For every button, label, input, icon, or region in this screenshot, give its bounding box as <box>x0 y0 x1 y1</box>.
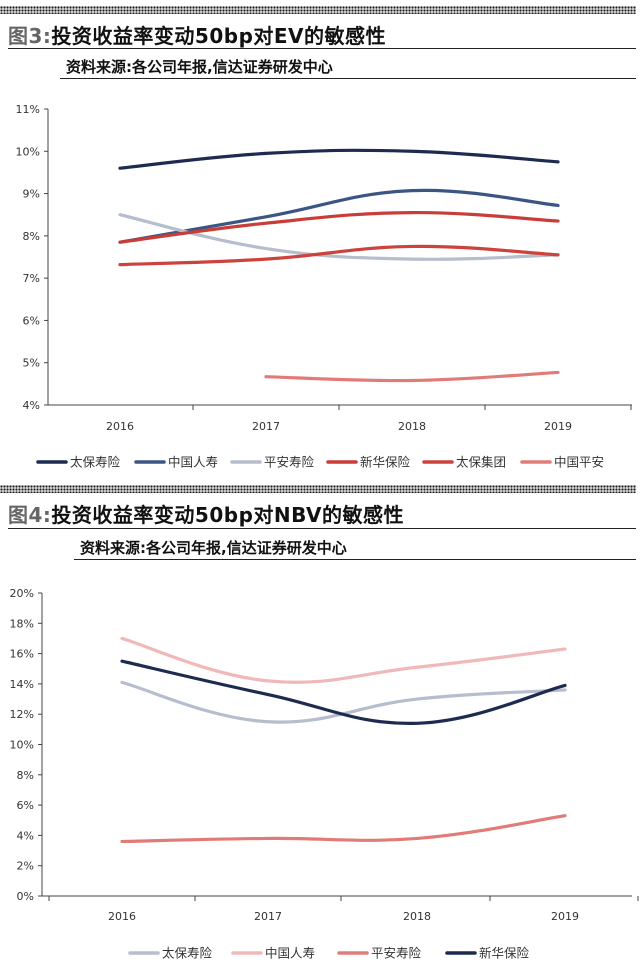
figure-ev-sensitivity: 图3:投资收益率变动50bp对EV的敏感性 资料来源:各公司年报,信达证券研发中… <box>0 0 640 480</box>
x-tick-label: 2016 <box>106 420 134 433</box>
x-tick-label: 2017 <box>254 910 282 923</box>
series-line-2 <box>120 636 567 684</box>
x-tick-label: 2018 <box>398 420 426 433</box>
legend-label: 太保寿险 <box>162 946 213 961</box>
legend-label: 中国人寿 <box>168 455 218 470</box>
y-tick-label: 4% <box>17 829 34 842</box>
x-tick-label: 2019 <box>544 420 572 433</box>
figure-source: 资料来源:各公司年报,信达证券研发中心 <box>66 58 333 76</box>
dotted-header-bar <box>0 485 636 493</box>
series-line-3 <box>118 213 560 261</box>
series-line-4 <box>118 210 560 244</box>
y-tick-label: 16% <box>10 648 34 661</box>
y-tick-label: 7% <box>23 272 40 285</box>
y-tick-label: 20% <box>10 587 34 600</box>
y-tick-label: 8% <box>23 230 40 243</box>
legend-label: 中国人寿 <box>265 946 315 961</box>
y-tick-label: 10% <box>16 145 40 158</box>
figure-title: 图4:投资收益率变动50bp对NBV的敏感性 <box>8 499 404 528</box>
y-tick-label: 18% <box>10 617 34 630</box>
title-underline <box>8 528 636 529</box>
legend-label: 太保集团 <box>456 455 506 470</box>
x-tick-label: 2019 <box>551 910 579 923</box>
y-tick-label: 8% <box>17 769 34 782</box>
y-tick-label: 6% <box>23 314 40 327</box>
chart-nbv: 0% 2% 4% 6% 8% 10% 12% 14% 16% 18% 20% 2016 2017 2018… <box>10 587 639 961</box>
figure-number: 图4: <box>8 503 52 527</box>
y-tick-label: 6% <box>17 799 34 812</box>
legend-label: 平安寿险 <box>264 455 315 470</box>
source-underline <box>60 78 636 79</box>
y-tick-label: 9% <box>23 188 40 201</box>
legend-label: 平安寿险 <box>371 946 422 961</box>
series-line-1 <box>118 148 560 170</box>
title-underline <box>8 48 636 49</box>
legend-label: 中国平安 <box>554 455 604 470</box>
figure-source: 资料来源:各公司年报,信达证券研发中心 <box>80 539 347 557</box>
legend-label: 新华保险 <box>479 946 530 961</box>
x-tick-label: 2017 <box>252 420 280 433</box>
y-tick-label: 11% <box>16 103 40 116</box>
legend-label: 太保寿险 <box>70 455 121 470</box>
x-tick-label: 2018 <box>403 910 431 923</box>
legend-label: 新华保险 <box>360 455 411 470</box>
y-tick-label: 12% <box>10 708 34 721</box>
source-underline <box>74 559 636 560</box>
series-line-1 <box>120 680 567 724</box>
figure-title-text: 投资收益率变动50bp对NBV的敏感性 <box>51 503 405 527</box>
y-tick-label: 2% <box>17 860 34 873</box>
dotted-header-bar <box>0 6 636 14</box>
series-line-4 <box>120 659 567 725</box>
y-tick-label: 5% <box>23 357 40 370</box>
x-tick-label: 2016 <box>108 910 136 923</box>
chart-ev: 4% 5% 6% 7% 8% 9% 10% 11% 2016 2017 2018 2019 太保寿险 中国… <box>16 103 632 470</box>
y-tick-label: 14% <box>10 678 34 691</box>
series-line-5 <box>118 244 560 267</box>
y-tick-label: 10% <box>10 739 34 752</box>
figure-nbv-sensitivity: 图4:投资收益率变动50bp对NBV的敏感性 资料来源:各公司年报,信达证券研发… <box>0 485 640 970</box>
y-tick-label: 4% <box>23 399 40 412</box>
y-tick-label: 0% <box>17 890 34 903</box>
series-line-6 <box>264 370 560 383</box>
series-line-3 <box>120 814 567 844</box>
figure-number: 图3: <box>8 24 52 48</box>
figure-title-text: 投资收益率变动50bp对EV的敏感性 <box>51 24 387 48</box>
figure-title: 图3:投资收益率变动50bp对EV的敏感性 <box>8 20 386 49</box>
